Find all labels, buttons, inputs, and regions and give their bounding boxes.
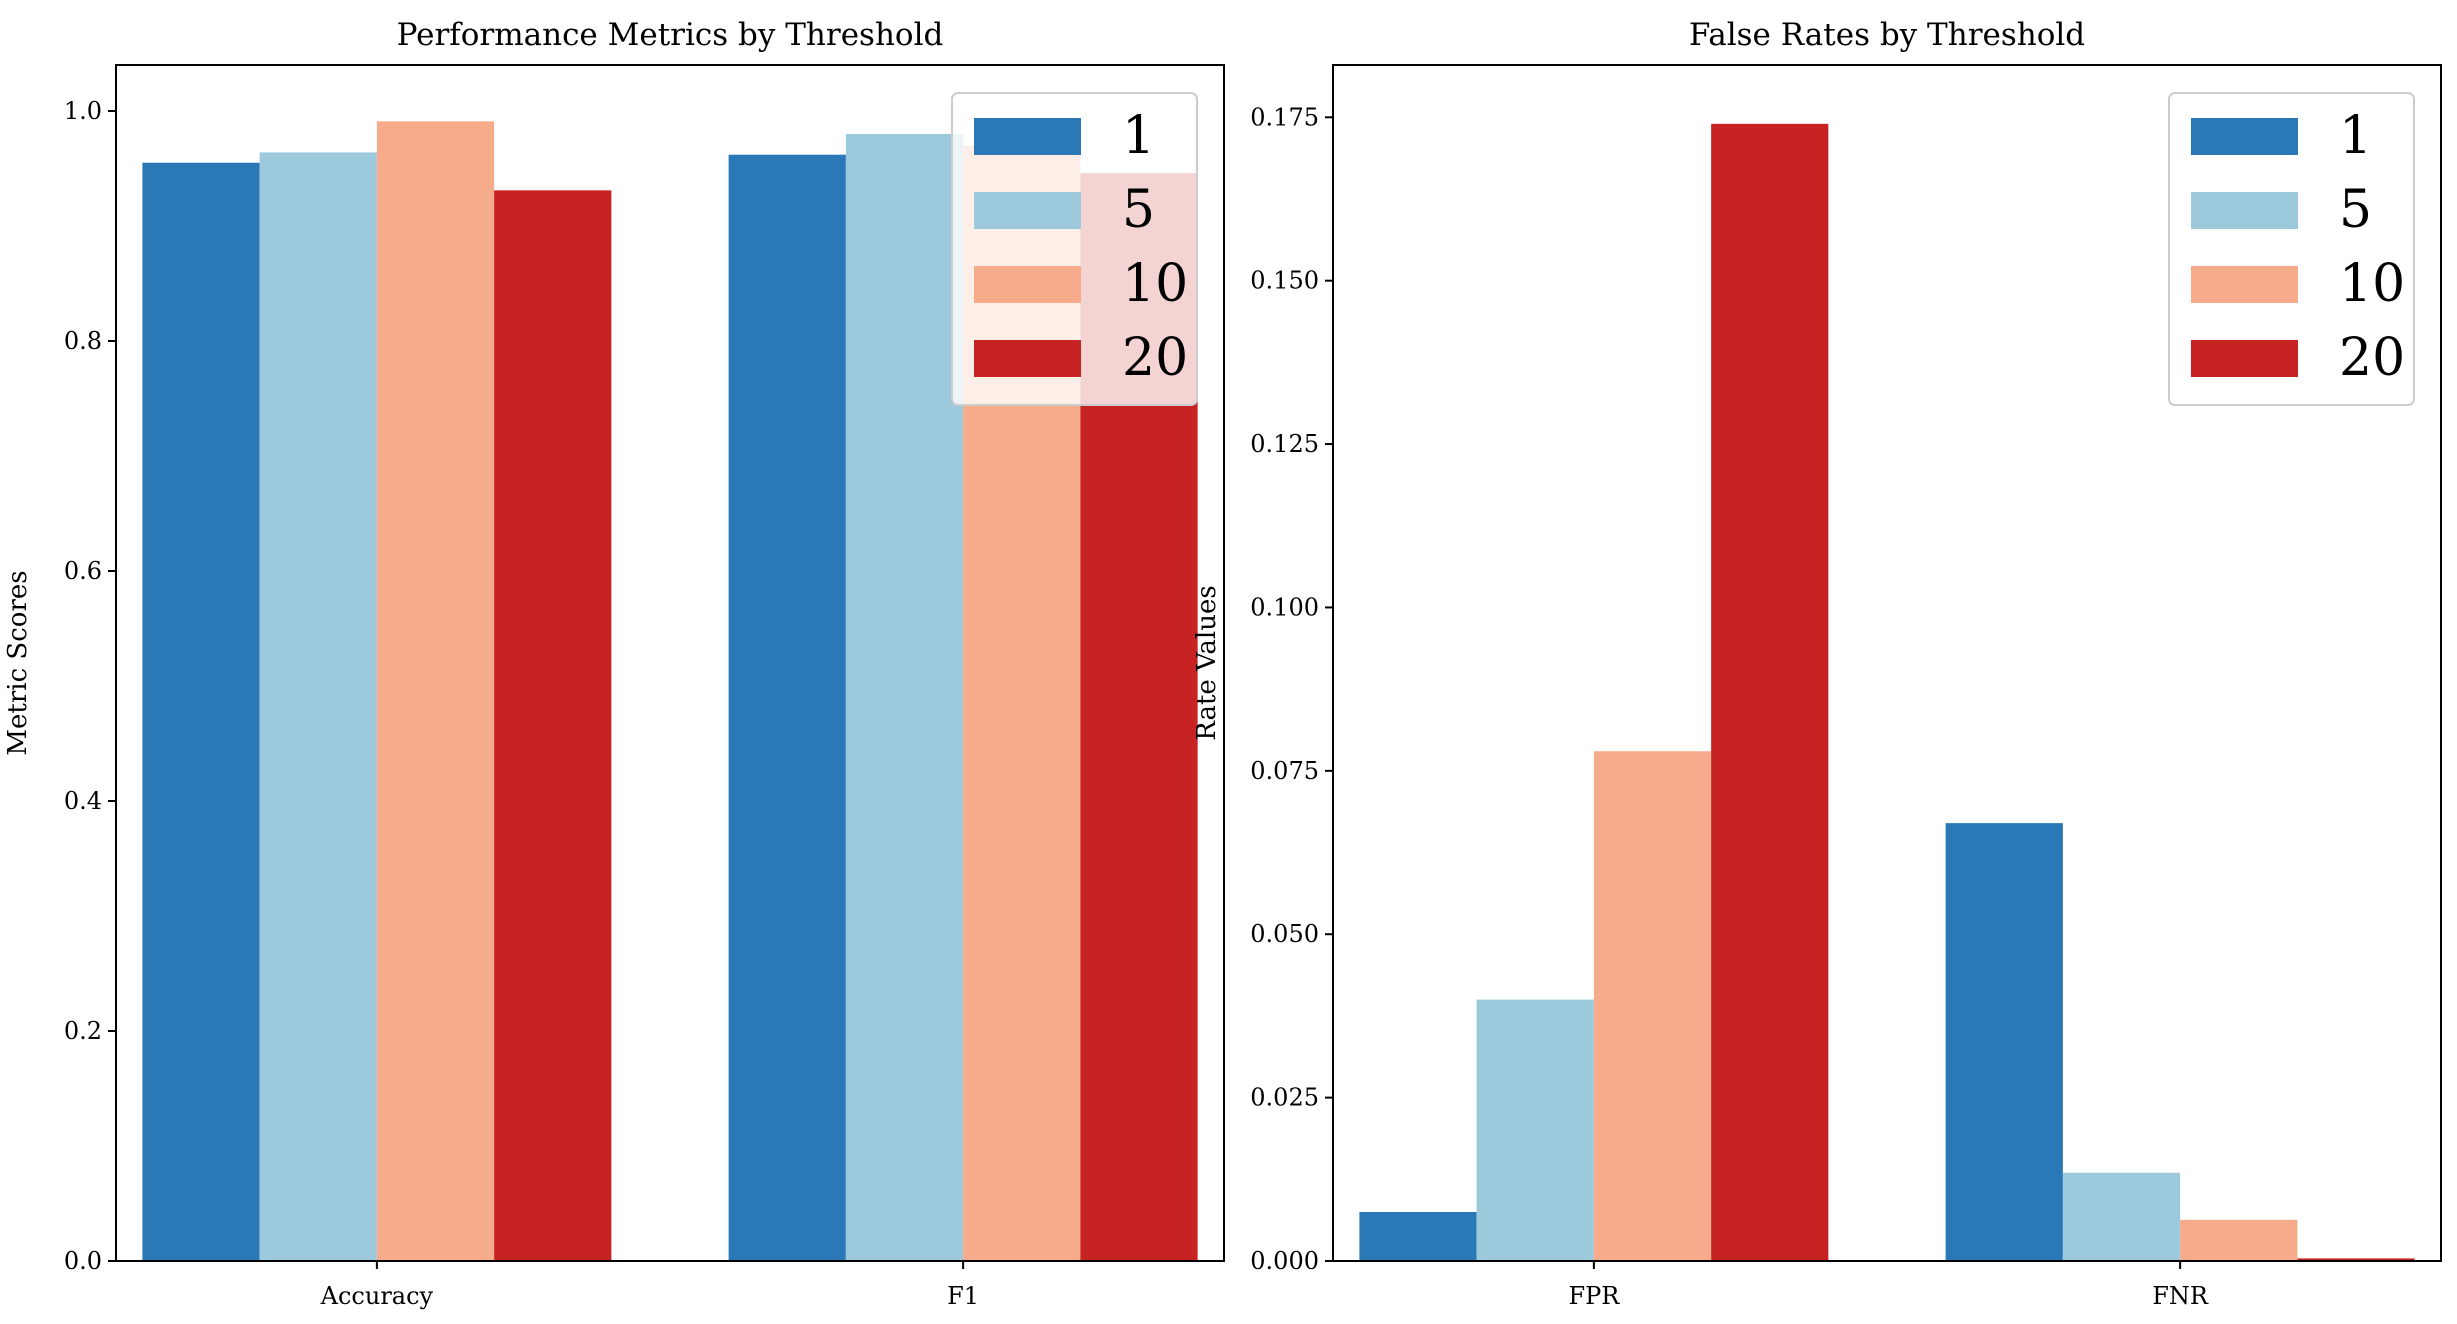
legend-swatch-1 xyxy=(2191,118,2298,155)
legend-label-1: 1 xyxy=(1122,106,1155,166)
bar-fpr-series-1 xyxy=(1359,1211,1477,1261)
y-tick-label: 0.0 xyxy=(64,1247,102,1275)
x-tick-label-fpr: FPR xyxy=(1568,1282,1620,1310)
y-tick-label: 0.4 xyxy=(64,787,102,815)
y-tick-label: 0.125 xyxy=(1250,430,1319,458)
bar-f1-series-1 xyxy=(728,154,846,1262)
bar-fnr-series-10 xyxy=(2180,1219,2298,1261)
chart-title: False Rates by Threshold xyxy=(1689,17,2085,53)
axes-frame xyxy=(115,64,1225,1262)
axes-frame xyxy=(1332,64,2442,1262)
x-tick-label-fnr: FNR xyxy=(2152,1282,2209,1310)
legend-label-20: 20 xyxy=(2339,328,2405,388)
legend-swatch-10 xyxy=(974,266,1081,303)
bar-fpr-series-20 xyxy=(1711,123,1829,1261)
legend-swatch-20 xyxy=(2191,340,2298,377)
y-tick-label: 0.6 xyxy=(64,557,102,585)
y-tick-label: 0.2 xyxy=(64,1017,102,1045)
legend-label-10: 10 xyxy=(1122,254,1188,314)
legend-swatch-10 xyxy=(2191,266,2298,303)
bar-fpr-series-5 xyxy=(1476,999,1594,1261)
legend-box xyxy=(951,92,1198,406)
bar-accuracy-series-5 xyxy=(259,152,377,1261)
y-tick-label: 0.175 xyxy=(1250,103,1319,131)
bar-fnr-series-20 xyxy=(2297,1258,2415,1261)
legend-box xyxy=(2168,92,2415,406)
bar-accuracy-series-1 xyxy=(142,162,260,1261)
legend-label-5: 5 xyxy=(1122,180,1155,240)
legend-label-20: 20 xyxy=(1122,328,1188,388)
right-chart-panel: False Rates by Threshold 0.000 0.025 0.050 0… xyxy=(1192,17,2442,1310)
legend-swatch-1 xyxy=(974,118,1081,155)
y-axis-label: Rate Values xyxy=(1192,585,1222,740)
legend-label-1: 1 xyxy=(2339,106,2372,166)
y-tick-label: 0.8 xyxy=(64,327,102,355)
chart-title: Performance Metrics by Threshold xyxy=(397,17,944,53)
y-tick-label: 0.100 xyxy=(1250,593,1319,621)
bar-fnr-series-1 xyxy=(1945,823,2063,1261)
y-tick-label: 0.000 xyxy=(1250,1247,1319,1275)
bar-accuracy-series-10 xyxy=(376,121,495,1262)
bar-fnr-series-5 xyxy=(2062,1172,2181,1261)
y-tick-label: 1.0 xyxy=(64,97,102,125)
legend-swatch-5 xyxy=(2191,192,2298,229)
legend-swatch-5 xyxy=(974,192,1081,229)
bar-f1-series-5 xyxy=(845,134,964,1261)
left-chart-panel: Performance Metrics by Threshold 0.0 0.2 0.… xyxy=(3,17,1225,1310)
legend-label-10: 10 xyxy=(2339,254,2405,314)
y-tick-label: 0.025 xyxy=(1250,1084,1319,1112)
y-axis-label: Metric Scores xyxy=(3,570,33,755)
y-tick-label: 0.050 xyxy=(1250,920,1319,948)
legend-label-5: 5 xyxy=(2339,180,2372,240)
y-tick-label: 0.150 xyxy=(1250,267,1319,295)
bar-accuracy-series-20 xyxy=(494,190,612,1262)
bar-fpr-series-10 xyxy=(1593,751,1712,1261)
legend-swatch-20 xyxy=(974,340,1081,377)
x-tick-label-accuracy: Accuracy xyxy=(320,1282,434,1310)
x-tick-label-f1: F1 xyxy=(947,1282,979,1310)
y-tick-label: 0.075 xyxy=(1250,757,1319,785)
